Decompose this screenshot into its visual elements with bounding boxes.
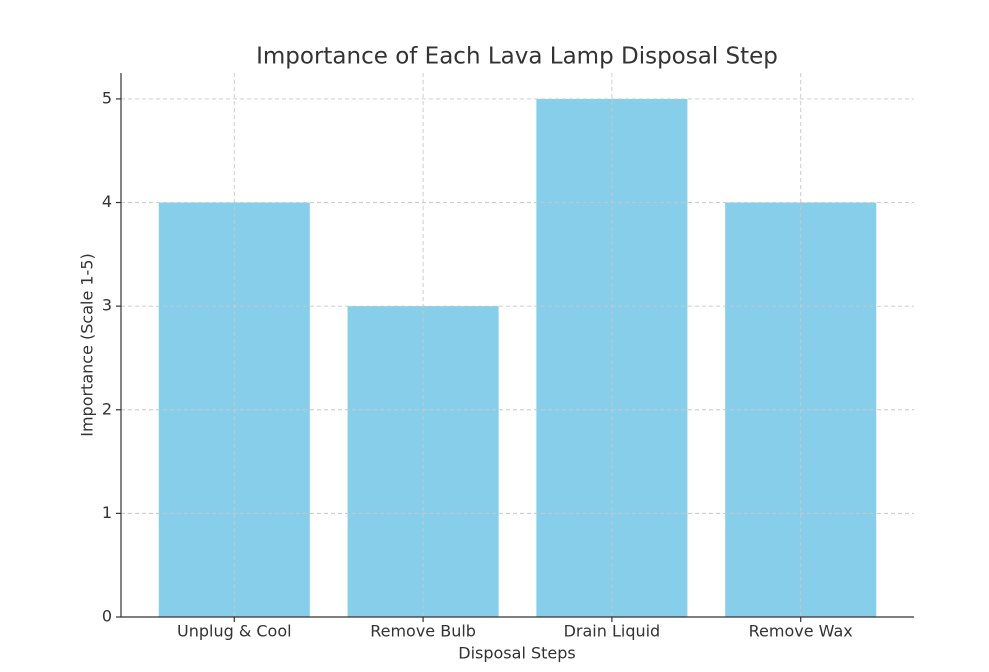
y-tick-label: 4 [102, 192, 112, 211]
bar [536, 98, 688, 617]
y-axis-label: Importance (Scale 1-5) [78, 253, 97, 437]
x-tick-label: Remove Wax [749, 622, 853, 641]
x-tick-label: Remove Bulb [370, 622, 476, 641]
y-tick-label: 5 [102, 88, 112, 107]
y-tick-label: 0 [102, 607, 112, 626]
x-tick-label: Unplug & Cool [177, 622, 292, 641]
y-tick-label: 2 [102, 399, 112, 418]
y-tick-label: 3 [102, 296, 112, 315]
chart-title: Importance of Each Lava Lamp Disposal St… [256, 44, 778, 70]
y-tick-label: 1 [102, 503, 112, 522]
x-axis-label: Disposal Steps [458, 644, 575, 663]
x-tick-label: Drain Liquid [564, 622, 661, 641]
